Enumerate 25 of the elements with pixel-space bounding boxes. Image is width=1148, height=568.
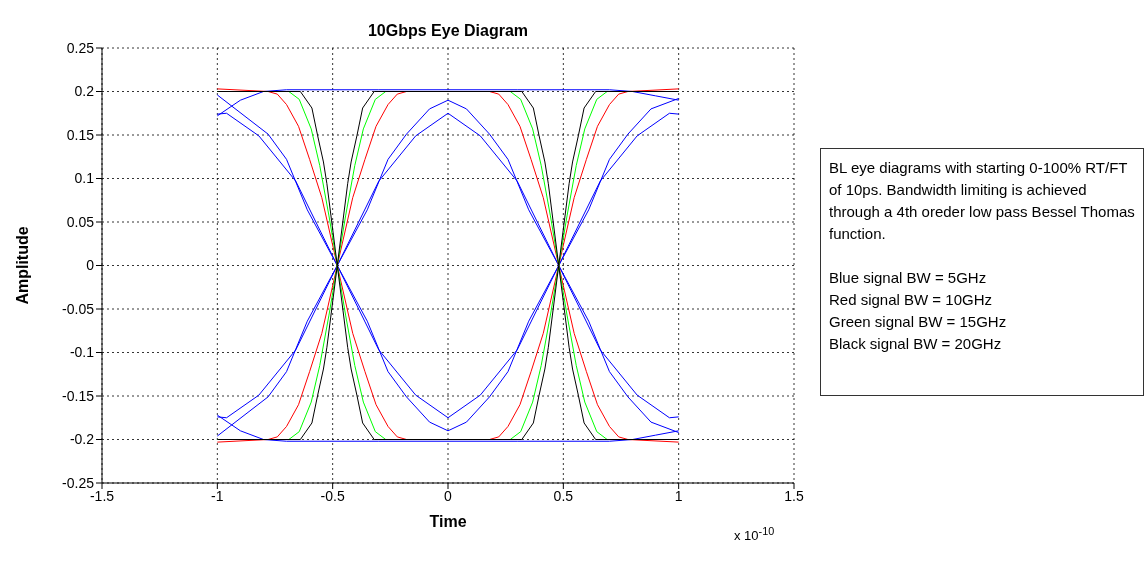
text: Black signal BW = 20GHz xyxy=(829,334,1003,354)
x-tick-label: 1.5 xyxy=(784,487,804,504)
y-tick-label: 0.15 xyxy=(66,126,95,143)
y-tick-label: -0.15 xyxy=(62,387,95,404)
y-tick-label: 0.05 xyxy=(66,213,95,230)
text: BL eye diagrams with starting 0-100% RT/FT of 10ps. Bandwidth limiting is achieved through a 4th oreder low pass Bessel Thomas function. xyxy=(829,158,1136,244)
x-tick-label: -1 xyxy=(211,487,224,504)
x-tick-label: -0.5 xyxy=(320,487,345,504)
text: Red signal BW = 10GHz xyxy=(829,290,993,310)
x-tick-label: 0 xyxy=(444,487,453,504)
x-tick-label: 0.5 xyxy=(553,487,574,504)
y-tick-label: -0.2 xyxy=(69,431,95,448)
y-tick-label: 0.25 xyxy=(66,39,95,56)
y-tick-label: 0.1 xyxy=(74,170,95,187)
chart-title: 10Gbps Eye Diagram xyxy=(366,22,530,40)
y-tick-label: -0.05 xyxy=(62,300,95,317)
text: x 10$^{-10}$ xyxy=(734,525,775,544)
x-tick-label: 1 xyxy=(674,487,683,504)
y-tick-label: 0.2 xyxy=(74,83,95,100)
y-axis-title: Amplitude xyxy=(13,226,31,305)
text: Green signal BW = 15GHz xyxy=(829,312,1008,332)
y-tick-label: -0.1 xyxy=(69,344,95,361)
x-axis-title: Time xyxy=(429,513,467,530)
text: Blue signal BW = 5GHz xyxy=(829,268,988,288)
y-tick-label: 0 xyxy=(86,257,95,274)
